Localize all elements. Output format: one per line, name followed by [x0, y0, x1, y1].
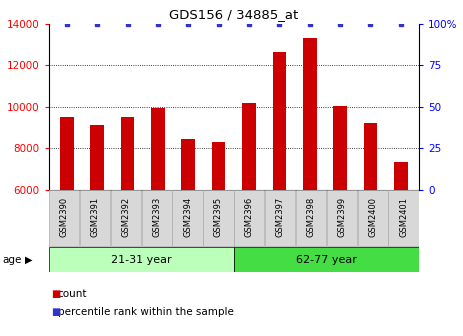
FancyBboxPatch shape: [234, 191, 264, 246]
FancyBboxPatch shape: [265, 191, 295, 246]
FancyBboxPatch shape: [80, 191, 110, 246]
Bar: [363, 123, 377, 190]
FancyBboxPatch shape: [327, 191, 357, 246]
Bar: [394, 162, 407, 190]
Bar: [151, 108, 165, 190]
Text: GSM2391: GSM2391: [90, 197, 100, 237]
FancyBboxPatch shape: [357, 191, 388, 246]
Text: 21-31 year: 21-31 year: [111, 255, 171, 264]
Text: GSM2399: GSM2399: [338, 197, 346, 237]
FancyBboxPatch shape: [49, 191, 79, 246]
Text: age: age: [2, 255, 22, 264]
Text: GSM2397: GSM2397: [275, 197, 285, 237]
Text: GSM2401: GSM2401: [399, 197, 408, 237]
Text: percentile rank within the sample: percentile rank within the sample: [58, 307, 234, 318]
Text: count: count: [58, 289, 88, 299]
Bar: [181, 139, 195, 190]
FancyBboxPatch shape: [172, 191, 203, 246]
Text: ■: ■: [51, 289, 60, 299]
Text: 62-77 year: 62-77 year: [296, 255, 357, 264]
FancyBboxPatch shape: [388, 191, 419, 246]
Text: GSM2393: GSM2393: [152, 197, 161, 237]
Title: GDS156 / 34885_at: GDS156 / 34885_at: [169, 8, 299, 21]
FancyBboxPatch shape: [49, 247, 234, 272]
Text: GSM2390: GSM2390: [60, 197, 69, 237]
Bar: [273, 52, 286, 190]
Bar: [212, 142, 225, 190]
Text: GSM2398: GSM2398: [307, 197, 315, 237]
Text: GSM2394: GSM2394: [183, 197, 192, 237]
Bar: [90, 125, 104, 190]
Text: ■: ■: [51, 307, 60, 318]
Text: GSM2396: GSM2396: [245, 197, 254, 237]
FancyBboxPatch shape: [296, 191, 326, 246]
Text: ▶: ▶: [25, 255, 33, 264]
Text: GSM2400: GSM2400: [368, 197, 377, 237]
FancyBboxPatch shape: [203, 191, 233, 246]
Bar: [333, 106, 347, 190]
Bar: [303, 38, 317, 190]
Text: GSM2392: GSM2392: [121, 197, 130, 237]
Text: GSM2395: GSM2395: [214, 197, 223, 237]
FancyBboxPatch shape: [142, 191, 172, 246]
Bar: [242, 102, 256, 190]
Bar: [60, 117, 74, 190]
Bar: [121, 117, 134, 190]
FancyBboxPatch shape: [234, 247, 419, 272]
FancyBboxPatch shape: [111, 191, 141, 246]
